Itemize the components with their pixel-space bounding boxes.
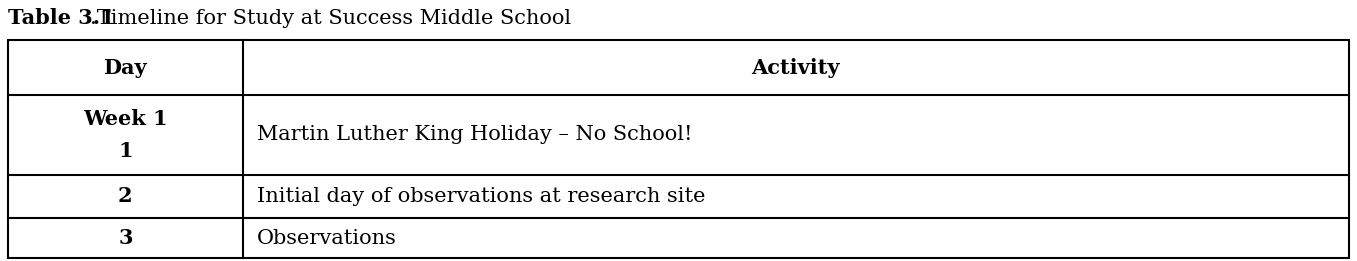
- Text: 2: 2: [118, 187, 133, 206]
- Bar: [8, 40, 1349, 258]
- Text: Day: Day: [103, 57, 147, 78]
- Text: Activity: Activity: [752, 57, 840, 78]
- Text: Observations: Observations: [256, 228, 396, 247]
- Text: 3: 3: [118, 228, 133, 248]
- Text: Martin Luther King Holiday – No School!: Martin Luther King Holiday – No School!: [256, 126, 692, 145]
- Text: .Timeline for Study at Success Middle School: .Timeline for Study at Success Middle Sc…: [90, 9, 571, 27]
- Text: Table 3.1: Table 3.1: [8, 8, 115, 28]
- Text: Initial day of observations at research site: Initial day of observations at research …: [256, 187, 706, 206]
- Text: Week 1
1: Week 1 1: [83, 109, 168, 161]
